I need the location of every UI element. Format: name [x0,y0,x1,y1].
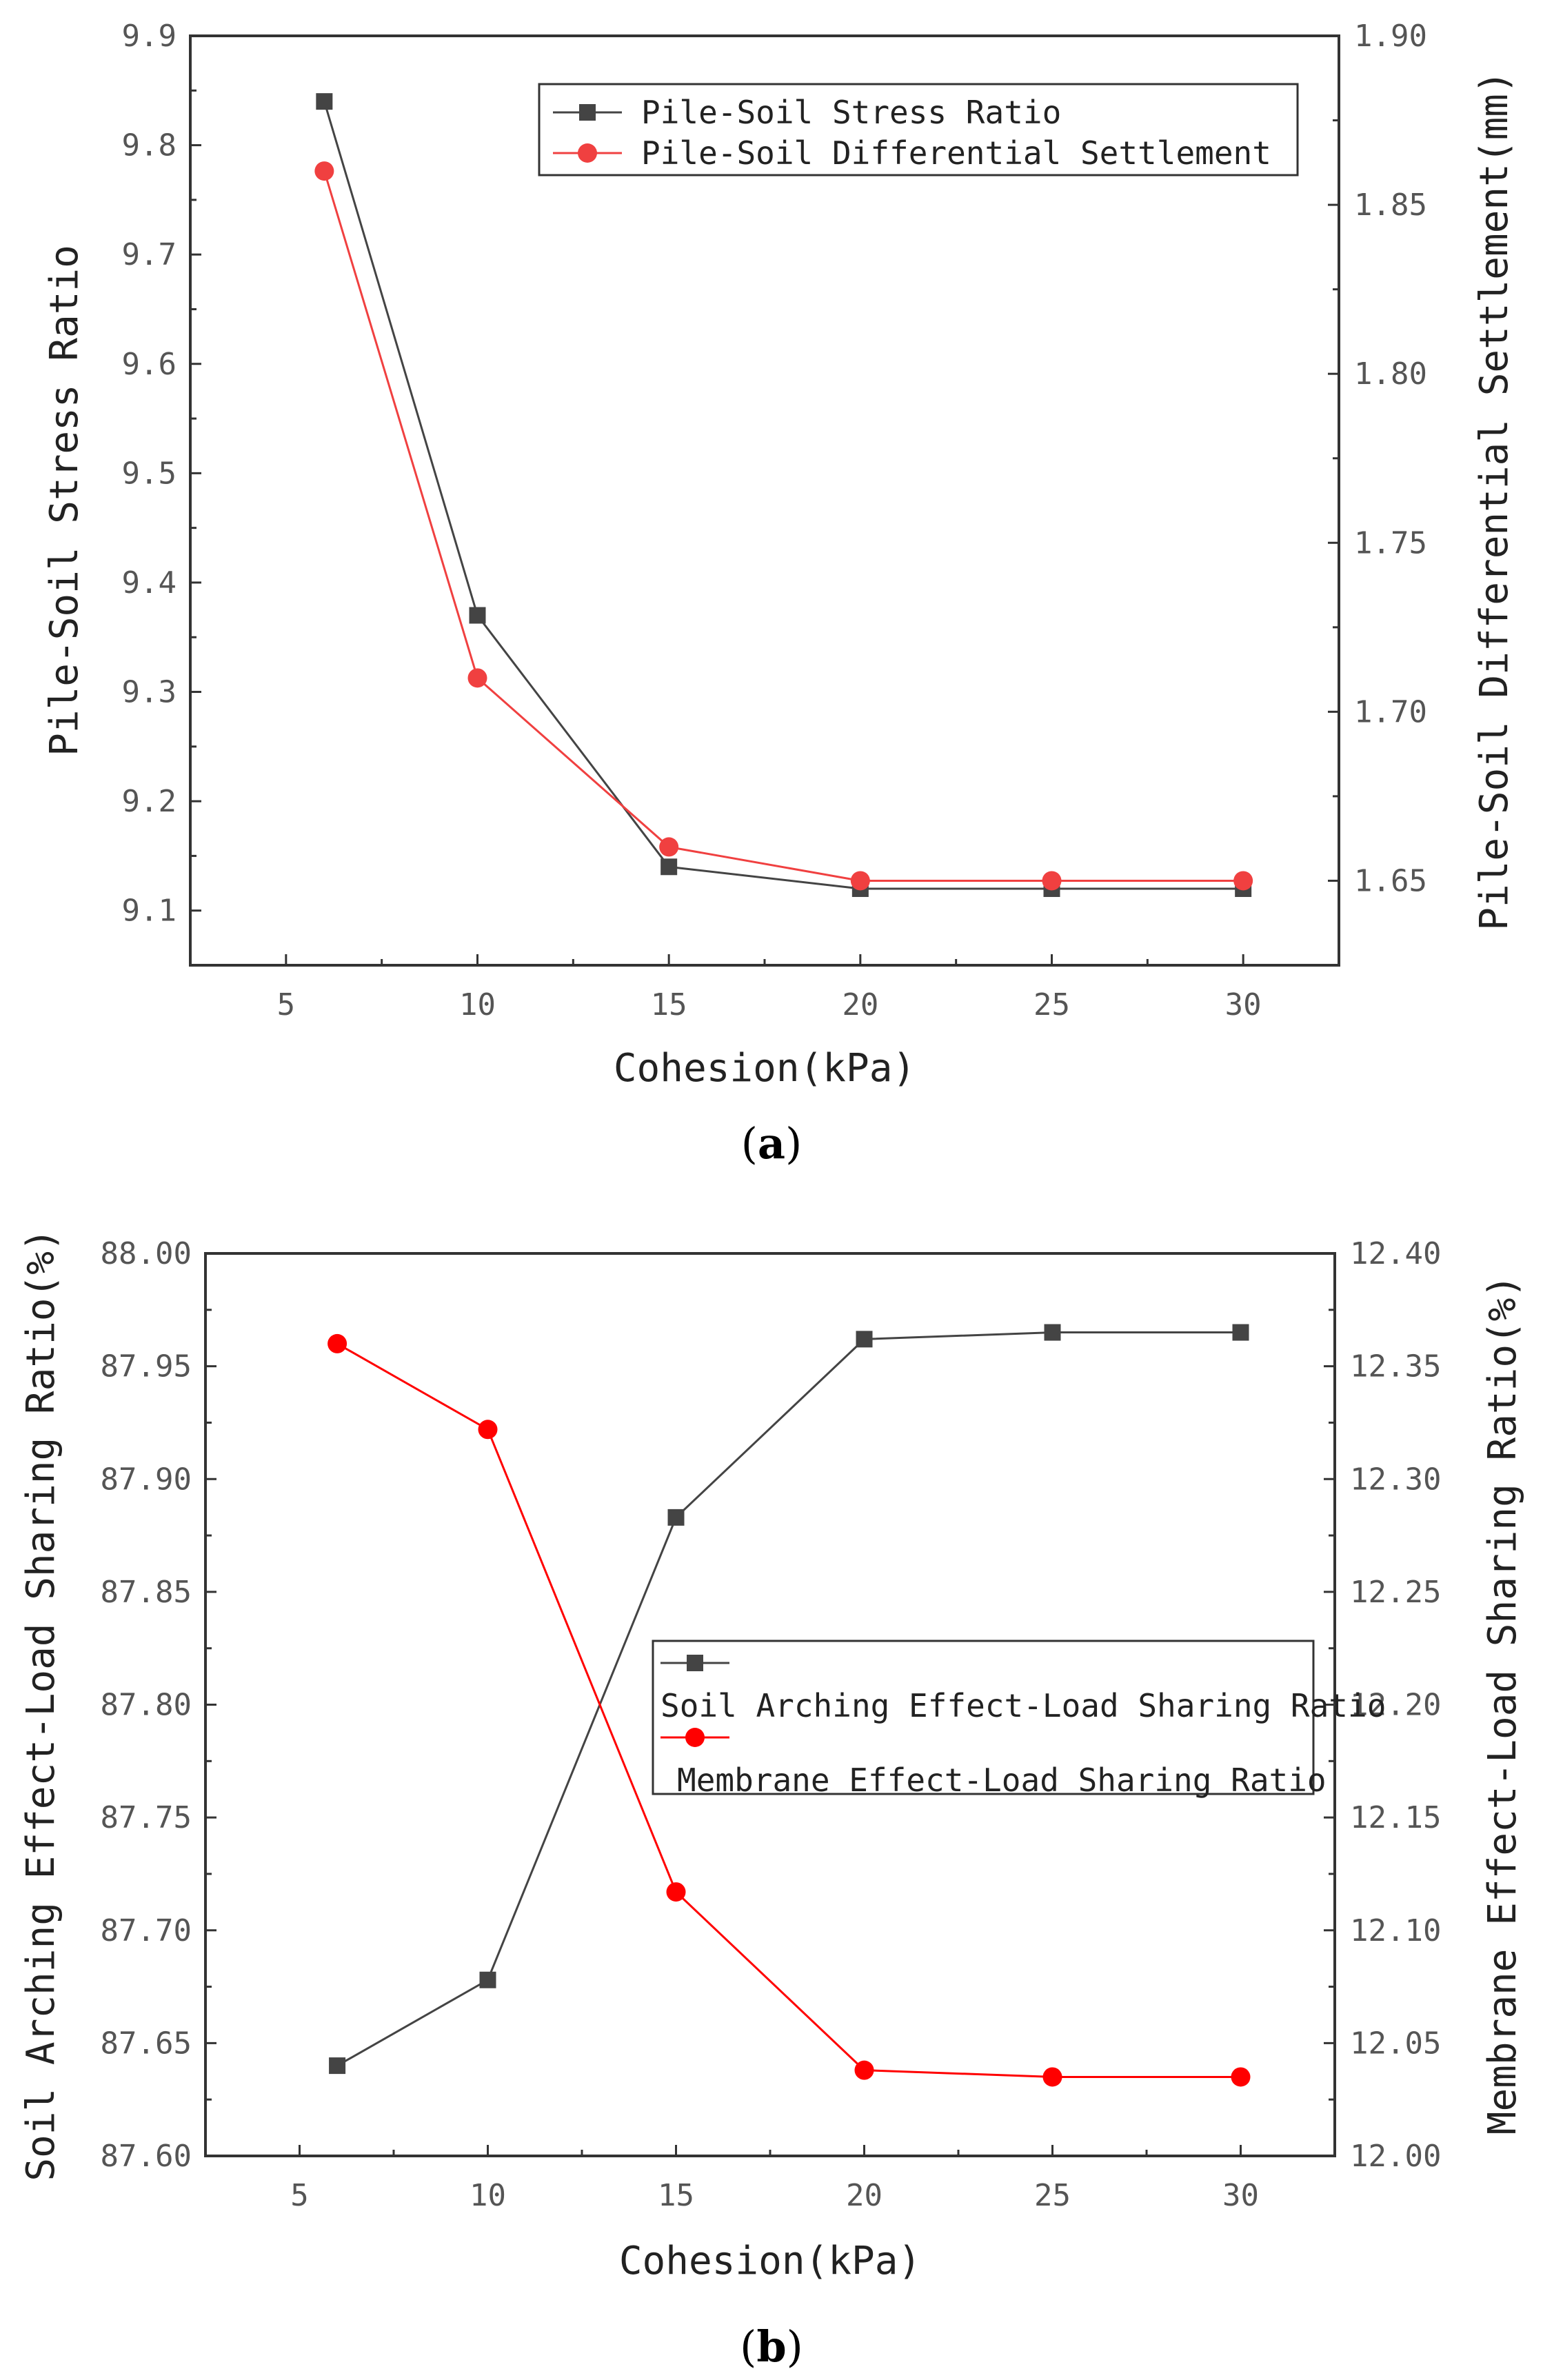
chart-panel-a: 5 10 15 20 25 30 9.19.29.39.49.59.69.79.89.9 … [42,19,1517,1169]
y-tick-label-left: 9.4 [122,565,177,601]
y-tick-label-left: 9.9 [122,19,177,54]
y-tick-label-left: 9.7 [122,237,177,272]
legend-marker-circle [685,1728,705,1747]
y-tick-label-right: 1.75 [1354,525,1427,561]
x-tick-label: 15 [658,2178,694,2213]
y-tick-label-right: 12.20 [1350,1688,1441,1723]
x-tick-label: 10 [470,2178,506,2213]
y-tick-label-right: 12.30 [1350,1462,1441,1497]
y-axis-title-right-b: Membrane Effect-Load Sharing Ratio(%) [1480,1275,1525,2135]
data-point-square [1232,1324,1249,1341]
y-tick-label-right: 1.65 [1354,863,1427,898]
y-tick-label-right: 1.80 [1354,356,1427,392]
data-point-square [329,2057,346,2075]
y-tick-label-right: 12.00 [1350,2139,1441,2174]
y-tick-label-right: 1.85 [1354,188,1427,223]
y-tick-label-right: 1.70 [1354,694,1427,729]
y-axis-title-right-a: Pile-Soil Differential Settlement(mm) [1472,70,1517,930]
data-point-square [316,93,333,110]
x-axis-title-a: Cohesion(kPa) [614,1046,916,1091]
x-tick-label: 20 [842,987,878,1022]
data-point-circle [850,871,870,891]
x-tick-label: 10 [459,987,496,1022]
y-tick-label-right: 12.10 [1350,1913,1441,1948]
panel-label-b: (b) [740,2321,803,2372]
y-tick-label-left: 9.1 [122,894,177,929]
legend-box-a [538,83,1299,177]
y-tick-label-left: 87.75 [101,1800,192,1835]
y-tick-label-left: 88.00 [101,1236,192,1271]
y-tick-label-left: 9.3 [122,675,177,710]
y-tick-label-right: 1.90 [1354,19,1427,54]
legend-label-soil-arching: Soil Arching Effect-Load Sharing Ratio [660,1687,1386,1724]
data-point-circle [1233,871,1253,891]
x-tick-label: 5 [277,987,296,1022]
series-line [336,1331,1241,2067]
legend-a: Pile-Soil Stress Ratio Pile-Soil Differe… [538,83,1299,177]
x-tick-label: 25 [1033,987,1070,1022]
y-tick-label-left: 87.60 [101,2139,192,2174]
y-tick-label-right: 12.40 [1350,1236,1441,1271]
data-point-circle [666,1882,686,1902]
y-axis-title-left-b: Soil Arching Effect-Load Sharing Ratio(%… [19,1228,63,2181]
y-axis-title-left-a: Pile-Soil Stress Ratio [42,245,87,756]
data-point-circle [854,2060,874,2080]
series-line [323,170,1244,882]
y-tick-label-left: 87.65 [101,2026,192,2061]
chart-panel-b: 5 10 15 20 25 30 87.60 87.65 87.70 87.75 87.80 87.… [19,1228,1525,2372]
y-tick-label-left: 9.5 [122,456,177,491]
x-axis-title-b: Cohesion(kPa) [619,2239,921,2283]
y-tick-label-right: 12.15 [1350,1800,1441,1835]
x-tick-label: 15 [651,987,687,1022]
y-tick-label-right: 12.25 [1350,1575,1441,1610]
data-point-square [1044,1324,1061,1341]
data-point-circle [467,668,487,688]
data-point-circle [659,837,679,857]
data-point-circle [1042,2067,1062,2087]
y-tick-label-left: 9.2 [122,784,177,819]
x-tick-label: 20 [846,2178,883,2213]
data-point-square [660,858,678,876]
data-point-square [469,607,486,624]
y-tick-label-left: 87.85 [101,1575,192,1610]
series-line [323,101,1244,890]
y-tick-label-left: 9.8 [122,128,177,163]
legend-b: Soil Arching Effect-Load Sharing Ratio M… [652,1640,1386,1799]
y-tick-label-right: 12.05 [1350,2026,1441,2061]
legend-marker-circle [578,143,597,163]
legend-box-b [652,1640,1315,1795]
y-tick-label-left: 87.70 [101,1913,192,1948]
data-point-square [856,1331,873,1348]
legend-label-stress-ratio: Pile-Soil Stress Ratio [641,94,1061,131]
data-point-circle [478,1420,498,1440]
data-point-circle [1231,2067,1251,2087]
legend-label-settlement: Pile-Soil Differential Settlement [641,134,1271,172]
series-line [336,1342,1241,2078]
legend-marker-square [579,104,596,121]
x-tick-label: 5 [290,2178,309,2213]
data-point-circle [327,1333,347,1353]
legend-label-membrane: Membrane Effect-Load Sharing Ratio [677,1762,1327,1799]
data-point-square [667,1509,685,1526]
data-point-square [479,1971,496,1988]
x-tick-label: 25 [1034,2178,1071,2213]
data-point-circle [1042,871,1062,891]
y-tick-label-right: 12.35 [1350,1349,1441,1384]
x-tick-label: 30 [1222,2178,1259,2213]
panel-label-a: (a) [741,1118,803,1169]
legend-marker-square [687,1655,703,1671]
y-tick-label-left: 87.90 [101,1462,192,1497]
y-tick-label-left: 9.6 [122,347,177,382]
y-tick-label-left: 87.80 [101,1688,192,1723]
x-tick-label: 30 [1225,987,1262,1022]
data-point-circle [314,161,334,181]
y-tick-label-left: 87.95 [101,1349,192,1384]
